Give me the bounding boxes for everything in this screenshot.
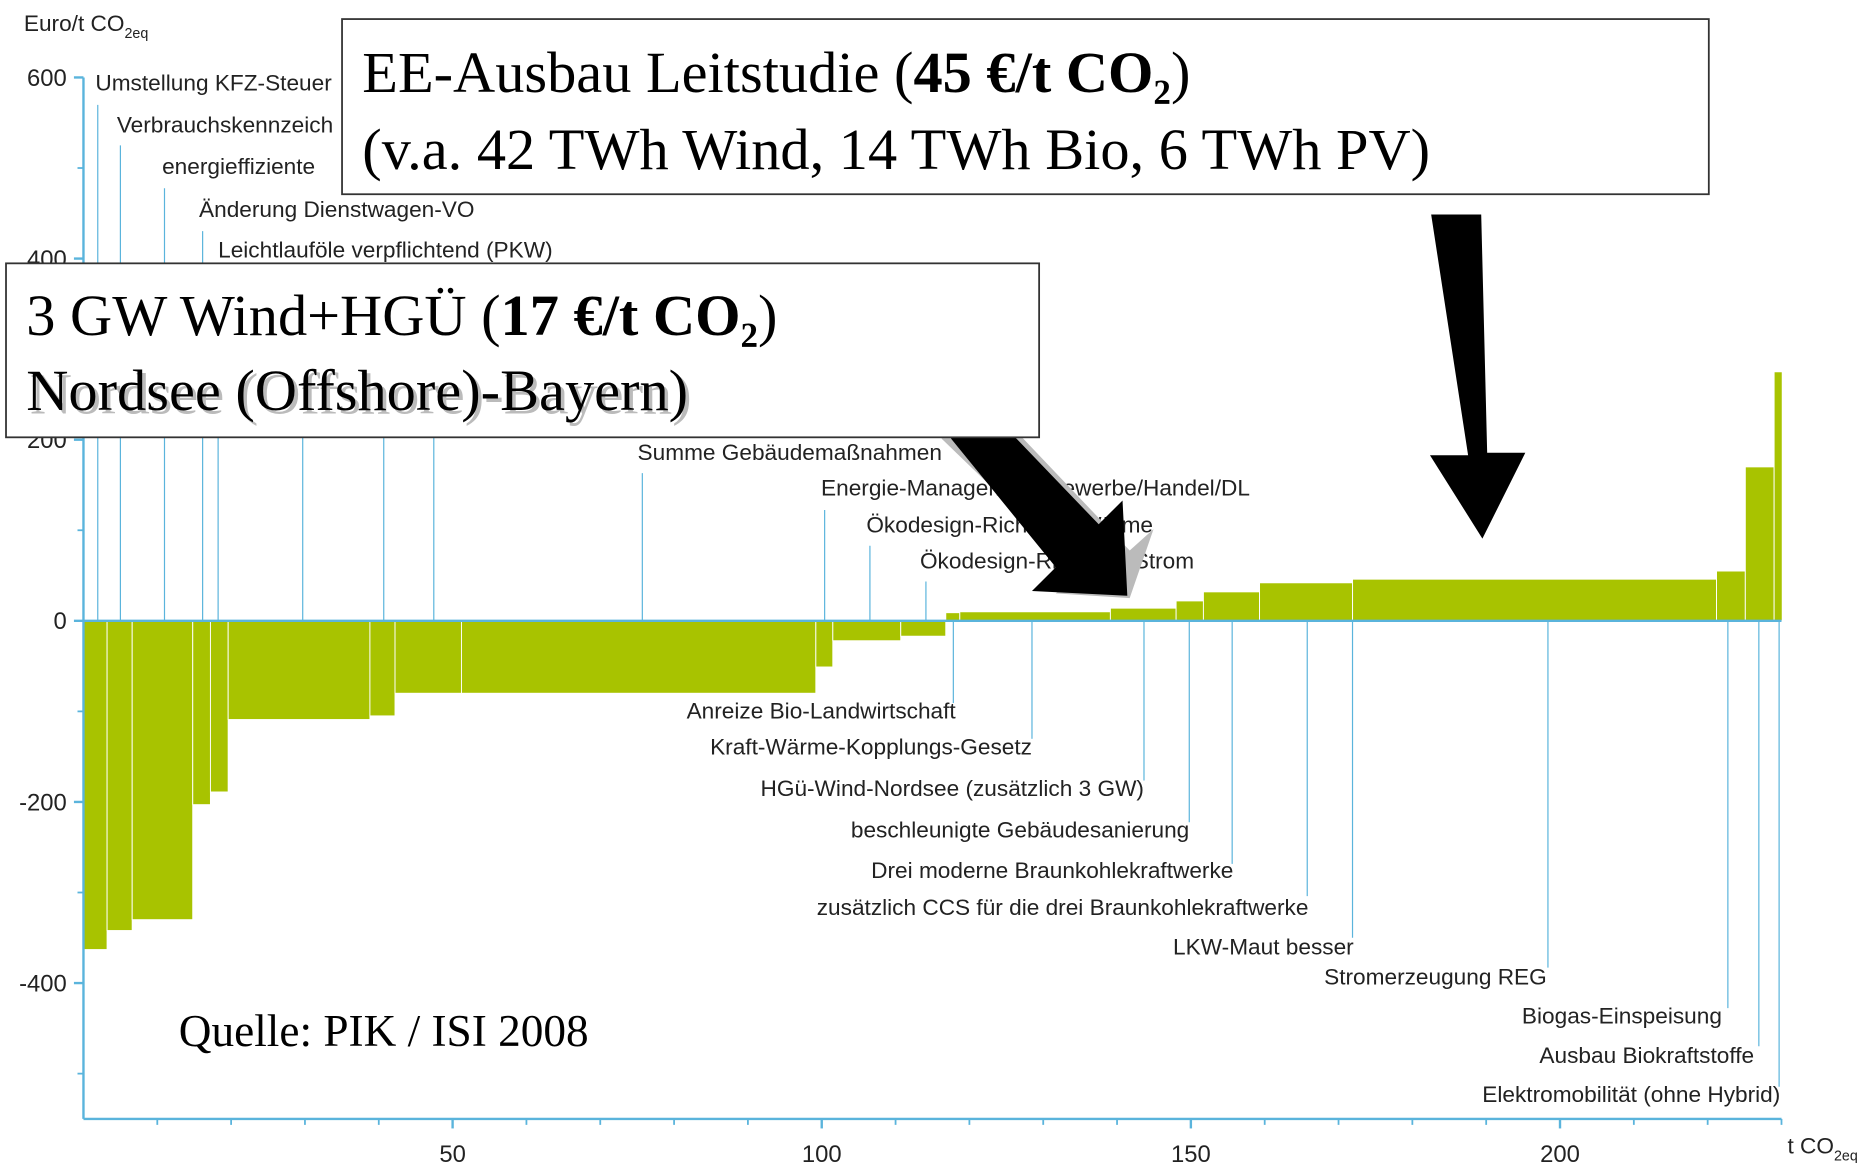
measure-label: Umstellung KFZ-Steuer [95, 71, 332, 96]
bar [900, 620, 947, 637]
y-tick-label: -200 [19, 789, 67, 816]
measure-label: energieffiziente [162, 154, 315, 179]
callout-line: 3 GW Wind+HGÜ (17 €/t CO₂) [26, 283, 777, 348]
measure-label: Anreize Bio-Landwirtschaft [687, 699, 957, 724]
bar [1352, 578, 1718, 622]
callout-line: (v.a. 42 TWh Wind, 14 TWh Bio, 6 TWh PV) [362, 117, 1430, 182]
x-tick-label: 50 [439, 1141, 466, 1163]
callout-text: ) [758, 283, 777, 348]
bar [1175, 600, 1204, 622]
bar [832, 620, 902, 642]
callout-text: ) [1171, 40, 1190, 105]
measure-label: beschleunigte Gebäudesanierung [851, 818, 1189, 843]
bar [1744, 466, 1775, 622]
bar [227, 620, 371, 721]
bar [131, 620, 194, 921]
x-tick-label: 100 [802, 1141, 842, 1163]
arrow [950, 405, 1128, 596]
bar [106, 620, 133, 932]
x-axis-label: t CO2eq [1787, 1133, 1857, 1163]
bar [82, 620, 108, 951]
measure-label: Biogas-Einspeisung [1522, 1004, 1722, 1029]
callout-bold: 17 €/t CO₂ [501, 283, 758, 348]
callout-line: EE-Ausbau Leitstudie (45 €/t CO₂) [362, 40, 1190, 105]
callout-line: Nordsee (Offshore)-Bayern) [26, 358, 688, 423]
bar [1259, 582, 1354, 622]
bar [959, 611, 1111, 622]
bar [1109, 607, 1177, 622]
measure-label: LKW-Maut besser [1173, 934, 1354, 959]
callout-bold: 45 €/t CO₂ [913, 40, 1170, 105]
y-axis-label-sub: 2eq [124, 26, 148, 42]
x-tick-label: 150 [1171, 1141, 1211, 1163]
measure-label: Elektromobilität (ohne Hybrid) [1482, 1082, 1780, 1107]
measure-label: Änderung Dienstwagen-VO [199, 197, 474, 222]
measure-label: Drei moderne Braunkohlekraftwerke [871, 858, 1233, 883]
callout-box [341, 18, 1710, 196]
callout-text: 3 GW Wind+HGÜ ( [26, 283, 500, 348]
measure-label: Leichtlauföle verpflichtend (PKW) [218, 237, 553, 262]
bar [209, 620, 229, 793]
y-axis-label: Euro/t CO2eq [24, 11, 148, 42]
measure-label: HGü-Wind-Nordsee (zusätzlich 3 GW) [761, 776, 1144, 801]
bar [394, 620, 462, 694]
source: Quelle: PIK / ISI 2008 [179, 1006, 589, 1056]
measure-label: Stromerzeugung REG [1324, 964, 1547, 989]
measure-label: Verbrauchskennzeich [117, 112, 333, 137]
y-axis-label-text: Euro/t CO [24, 11, 125, 36]
bar [1716, 570, 1746, 622]
bar [369, 620, 396, 717]
bar [1773, 371, 1783, 622]
y-tick-label: 0 [54, 608, 67, 635]
y-tick-label: 600 [27, 65, 67, 92]
bar [460, 620, 817, 694]
x-axis-label-sub: 2eq [1834, 1149, 1858, 1163]
bar [945, 612, 961, 622]
x-tick-label: 200 [1540, 1141, 1580, 1163]
callout-text: EE-Ausbau Leitstudie ( [362, 40, 913, 105]
arrow [1429, 214, 1526, 539]
callout-shadow: Nordsee (Offshore)-Bayern) [30, 361, 692, 426]
y-tick-label: -400 [19, 970, 67, 997]
measure-label: Summe Gebäudemaßnahmen [638, 440, 942, 465]
measure-label: Ausbau Biokraftstoffe [1539, 1043, 1754, 1068]
bar [1202, 591, 1261, 622]
measure-label: zusätzlich CCS für die drei Braunkohlekr… [817, 895, 1309, 920]
bar [192, 620, 211, 806]
callout-box [5, 262, 1041, 439]
x-axis-label-text: t CO [1787, 1133, 1834, 1158]
bar [815, 620, 834, 668]
measure-label: Kraft-Wärme-Kopplungs-Gesetz [710, 734, 1032, 759]
